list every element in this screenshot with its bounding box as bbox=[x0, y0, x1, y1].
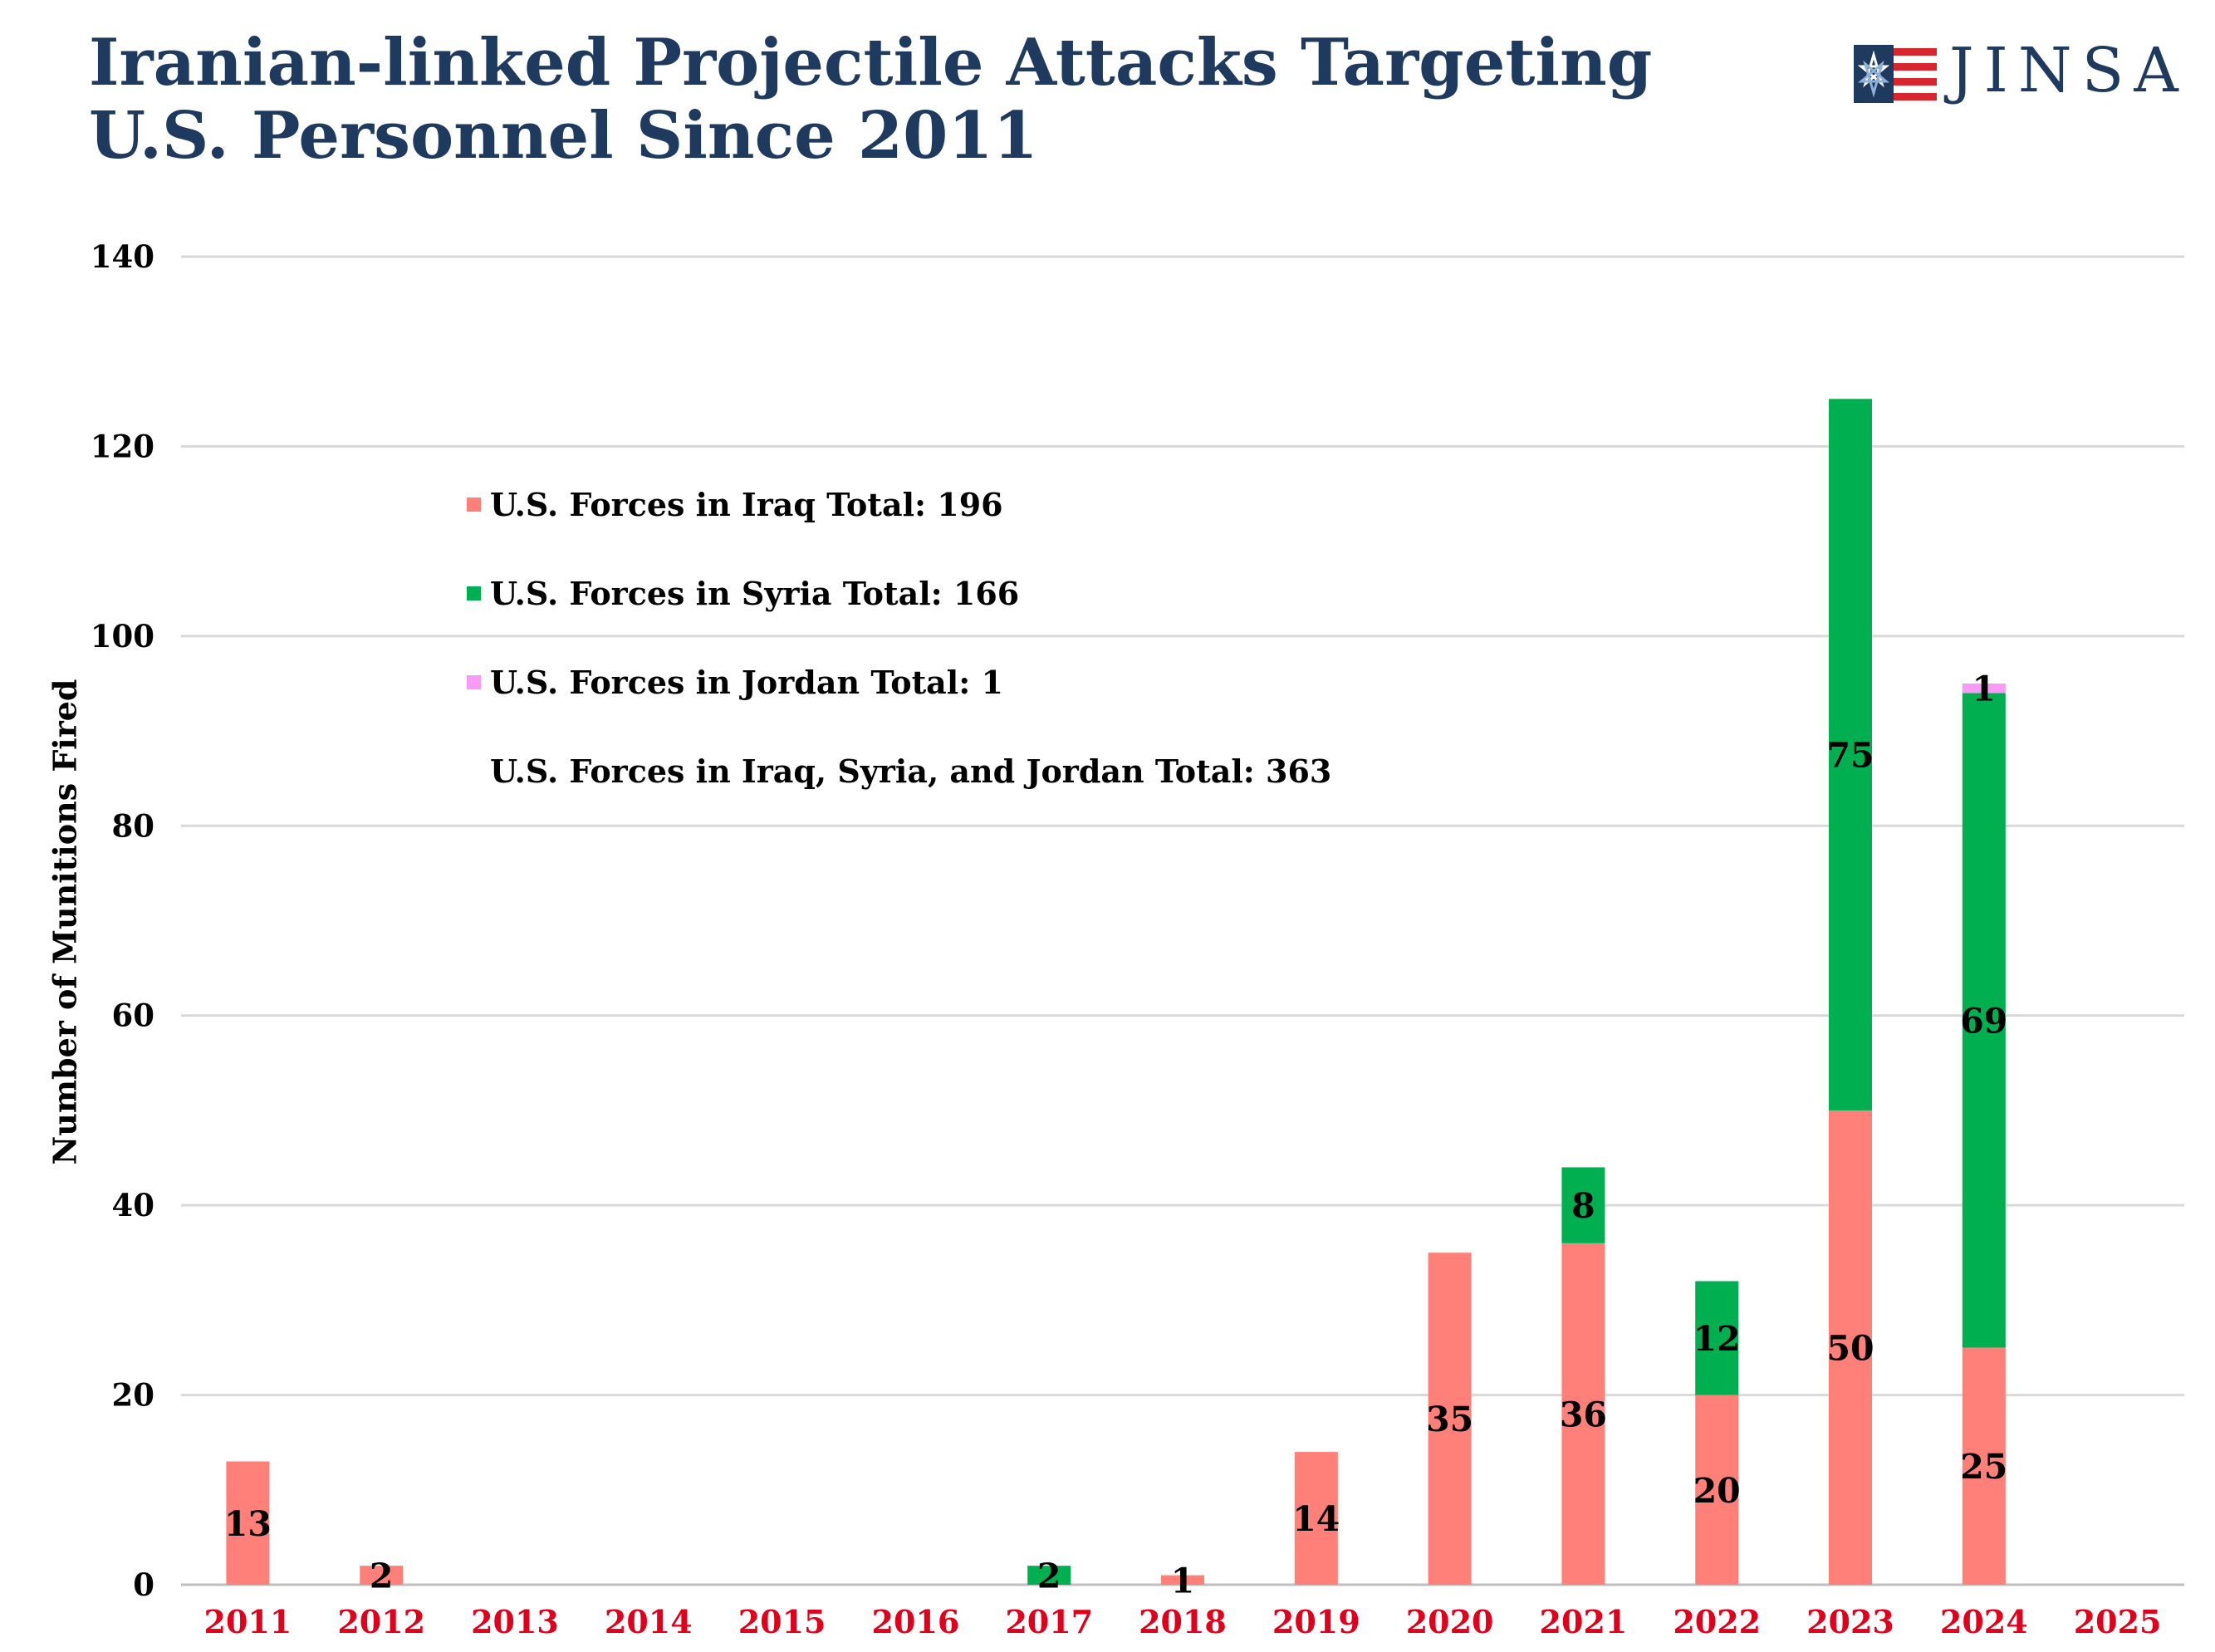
x-tick-label: 2014 bbox=[605, 1603, 693, 1640]
bar-u-s-forces-in-iraq2024 bbox=[1962, 1347, 2006, 1585]
x-tick-label: 2017 bbox=[1005, 1603, 1093, 1640]
data-label: 1 bbox=[1171, 1561, 1195, 1601]
x-tick-label: 2023 bbox=[1806, 1603, 1894, 1640]
legend-item-total: U.S. Forces in Iraq, Syria, and Jordan T… bbox=[467, 748, 1546, 837]
data-label: 69 bbox=[1960, 1001, 2007, 1041]
y-tick-label: 80 bbox=[112, 807, 155, 844]
data-label: 14 bbox=[1292, 1499, 1340, 1539]
y-tick-label: 40 bbox=[112, 1187, 155, 1223]
y-axis-label: Number of Munitions Fired bbox=[46, 679, 84, 1165]
legend-item-syria: U.S. Forces in Syria Total: 166 bbox=[467, 571, 1546, 659]
legend-label-syria: U.S. Forces in Syria Total: 166 bbox=[490, 575, 1020, 612]
legend-item-iraq: U.S. Forces in Iraq Total: 196 bbox=[467, 482, 1546, 571]
flag-star-icon bbox=[1854, 45, 1937, 103]
legend-swatch-iraq bbox=[467, 498, 481, 512]
bar-u-s-forces-in-syria2017 bbox=[1027, 1566, 1071, 1585]
logo-text: JINSA bbox=[1949, 35, 2188, 106]
y-tick-label: 100 bbox=[91, 618, 154, 654]
data-label: 20 bbox=[1693, 1471, 1741, 1511]
bar-u-s-forces-in-iraq2022 bbox=[1695, 1395, 1739, 1585]
legend-label-jordan: U.S. Forces in Jordan Total: 1 bbox=[490, 664, 1003, 701]
y-tick-label: 120 bbox=[91, 428, 154, 464]
x-tick-label: 2021 bbox=[1540, 1603, 1628, 1640]
bar-u-s-forces-in-syria2021 bbox=[1561, 1167, 1605, 1243]
x-tick-label: 2022 bbox=[1673, 1603, 1761, 1640]
x-tick-label: 2011 bbox=[204, 1603, 292, 1640]
bar-u-s-forces-in-iraq2020 bbox=[1428, 1252, 1472, 1585]
y-tick-label: 0 bbox=[133, 1566, 154, 1603]
bar-u-s-forces-in-syria2023 bbox=[1829, 399, 1872, 1110]
x-tick-label: 2012 bbox=[337, 1603, 425, 1640]
x-tick-label: 2025 bbox=[2074, 1603, 2162, 1640]
data-label: 12 bbox=[1693, 1319, 1741, 1359]
y-tick-label: 140 bbox=[91, 238, 154, 275]
data-label: 25 bbox=[1960, 1447, 2007, 1487]
x-tick-label: 2016 bbox=[872, 1603, 960, 1640]
y-tick-label: 60 bbox=[112, 998, 155, 1034]
bar-u-s-forces-in-jordan2024 bbox=[1962, 683, 2006, 694]
data-label: 75 bbox=[1826, 736, 1874, 776]
x-tick-label: 2024 bbox=[1940, 1603, 2028, 1640]
bar-u-s-forces-in-iraq2018 bbox=[1161, 1575, 1204, 1585]
legend-item-jordan: U.S. Forces in Jordan Total: 1 bbox=[467, 659, 1546, 748]
bar-u-s-forces-in-iraq2021 bbox=[1561, 1243, 1605, 1585]
data-label: 2 bbox=[370, 1556, 394, 1596]
x-tick-label: 2015 bbox=[738, 1603, 826, 1640]
bar-u-s-forces-in-syria2024 bbox=[1962, 693, 2006, 1348]
legend-swatch-syria bbox=[467, 586, 481, 601]
data-label: 36 bbox=[1560, 1395, 1607, 1434]
data-label: 8 bbox=[1571, 1186, 1595, 1226]
bar-u-s-forces-in-iraq2019 bbox=[1294, 1452, 1338, 1585]
data-label: 2 bbox=[1037, 1556, 1061, 1596]
bar-u-s-forces-in-iraq2012 bbox=[360, 1566, 404, 1585]
data-label: 35 bbox=[1426, 1400, 1473, 1439]
y-tick-label: 20 bbox=[112, 1377, 155, 1414]
chart-legend: U.S. Forces in Iraq Total: 196 U.S. Forc… bbox=[467, 482, 1546, 837]
x-tick-label: 2020 bbox=[1406, 1603, 1494, 1640]
x-tick-label: 2019 bbox=[1272, 1603, 1360, 1640]
bar-u-s-forces-in-syria2022 bbox=[1695, 1281, 1739, 1395]
legend-label-iraq: U.S. Forces in Iraq Total: 196 bbox=[490, 486, 1003, 523]
bar-u-s-forces-in-iraq2011 bbox=[226, 1461, 270, 1585]
legend-label-total: U.S. Forces in Iraq, Syria, and Jordan T… bbox=[490, 752, 1332, 790]
data-label: 1 bbox=[1972, 669, 1997, 709]
data-label: 50 bbox=[1826, 1328, 1874, 1368]
bar-u-s-forces-in-iraq2023 bbox=[1829, 1110, 1872, 1585]
x-tick-label: 2018 bbox=[1139, 1603, 1227, 1640]
data-label: 13 bbox=[224, 1504, 272, 1544]
legend-swatch-jordan bbox=[467, 675, 481, 689]
jinsa-logo: JINSA bbox=[1854, 33, 2186, 108]
x-tick-label: 2013 bbox=[471, 1603, 559, 1640]
chart-title: Iranian-linked Projectile Attacks Target… bbox=[89, 25, 1653, 174]
